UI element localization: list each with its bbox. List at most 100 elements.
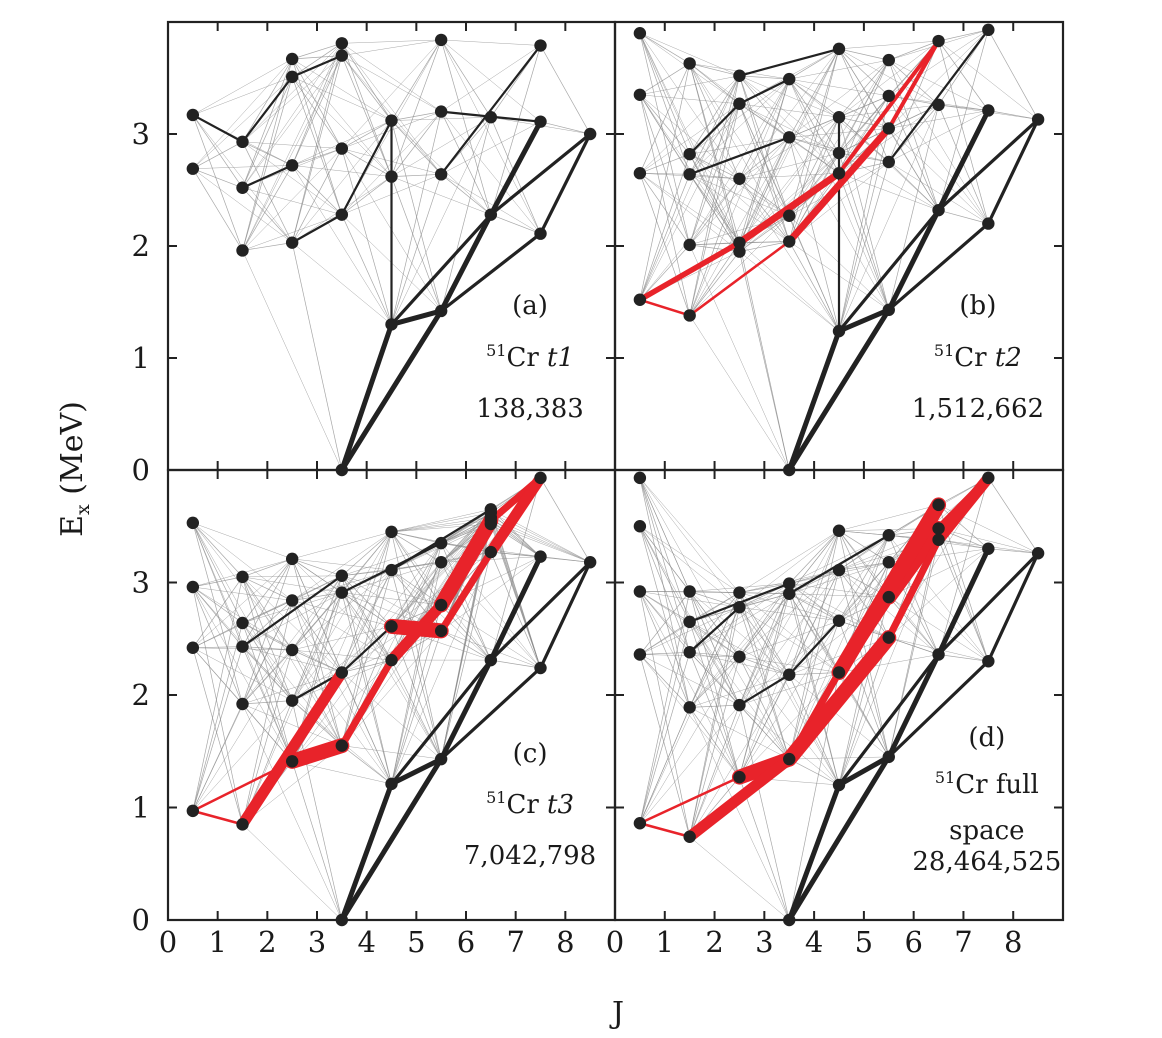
weak-transition	[739, 583, 790, 778]
weak-transition	[192, 522, 293, 701]
weak-transition	[689, 674, 790, 837]
level-point	[982, 217, 995, 230]
level-point	[733, 601, 746, 614]
weak-transition	[292, 558, 342, 577]
level-point	[633, 167, 647, 180]
weak-transition	[739, 178, 790, 242]
weak-transition	[888, 40, 939, 163]
level-point	[633, 648, 647, 661]
strong-transition	[887, 659, 990, 759]
strong-transition	[836, 307, 892, 334]
weak-transition	[441, 39, 541, 46]
weak-transition	[291, 76, 343, 149]
weak-transition	[888, 539, 939, 757]
weak-transition	[838, 128, 890, 332]
highlight-transition	[191, 809, 244, 826]
level-point	[882, 631, 895, 644]
weak-transition	[242, 55, 342, 142]
level-point	[882, 529, 895, 542]
level-point	[285, 755, 299, 768]
level-point	[335, 569, 349, 582]
weak-transition	[192, 58, 293, 116]
weak-transition	[689, 315, 790, 471]
level-point	[982, 104, 995, 117]
level-point	[335, 37, 349, 50]
weak-transition	[788, 241, 840, 332]
strong-transition	[489, 132, 592, 217]
weak-transition	[391, 630, 442, 785]
highlight-transition	[638, 298, 691, 317]
weak-transition	[192, 58, 293, 169]
x-tick-label: 6	[457, 925, 475, 959]
weak-transition	[739, 103, 790, 242]
weak-transition	[441, 604, 541, 669]
level-point	[385, 114, 398, 127]
weak-transition	[391, 120, 491, 215]
panel-a: (a) 51Cr t1 138,383	[186, 33, 597, 477]
weak-transition	[341, 592, 392, 661]
level-point	[733, 698, 746, 712]
weak-transition	[341, 43, 392, 177]
weak-transition	[639, 526, 691, 623]
level-point	[783, 668, 796, 681]
weak-transition	[639, 591, 690, 623]
weak-transition	[689, 591, 790, 760]
weak-transition	[242, 58, 293, 188]
weak-transition	[938, 104, 989, 111]
level-point	[236, 244, 249, 257]
weak-transition	[341, 659, 392, 673]
weak-transition	[242, 165, 293, 251]
weak-transition	[639, 591, 691, 708]
level-point	[186, 580, 200, 594]
weak-transition	[938, 477, 989, 655]
panel-label-b: (b)	[959, 291, 996, 321]
level-point	[982, 655, 995, 668]
panel-frames	[166, 20, 1065, 922]
strong-transition	[241, 574, 343, 648]
y-tick-label: 0	[132, 453, 150, 487]
weak-transition	[888, 104, 939, 129]
level-point	[583, 127, 597, 141]
weak-transition	[391, 512, 491, 533]
level-point	[982, 23, 995, 37]
highlight-transition	[837, 39, 941, 176]
weak-transition	[391, 569, 491, 661]
weak-transition	[689, 103, 740, 316]
strong-transition	[887, 222, 990, 312]
weak-transition	[639, 607, 740, 655]
level-point	[335, 208, 349, 221]
weak-transition	[639, 477, 740, 608]
level-point	[434, 556, 448, 569]
x-tick-label: 4	[357, 925, 375, 959]
level-point	[783, 72, 796, 86]
weak-transition	[639, 477, 691, 653]
level-point	[733, 69, 746, 82]
strong-transition	[389, 658, 493, 786]
weak-transition	[341, 592, 442, 606]
weak-transition	[292, 165, 392, 177]
weak-transition	[291, 575, 343, 701]
weak-transition	[242, 576, 293, 762]
x-tick-label: 5	[407, 925, 425, 959]
weak-transition	[689, 79, 790, 316]
weak-transition	[242, 141, 342, 149]
weak-transition	[391, 562, 442, 627]
level-point	[186, 108, 200, 122]
weak-transition	[739, 242, 840, 332]
weak-transition	[739, 672, 840, 778]
weak-transition	[292, 76, 392, 121]
weak-transition	[739, 78, 790, 179]
weak-transition	[341, 562, 442, 593]
weak-transition	[192, 586, 243, 825]
weak-transition	[739, 620, 840, 658]
weak-transition	[242, 58, 293, 251]
weak-transition	[441, 45, 541, 112]
weak-transition	[789, 593, 889, 598]
strong-transition	[688, 102, 741, 156]
panel-label-a: (a)	[512, 291, 548, 321]
level-point	[186, 641, 200, 654]
weak-transition	[689, 591, 790, 675]
level-point	[733, 245, 746, 258]
weak-transition	[689, 656, 740, 837]
weak-transition	[341, 570, 392, 746]
